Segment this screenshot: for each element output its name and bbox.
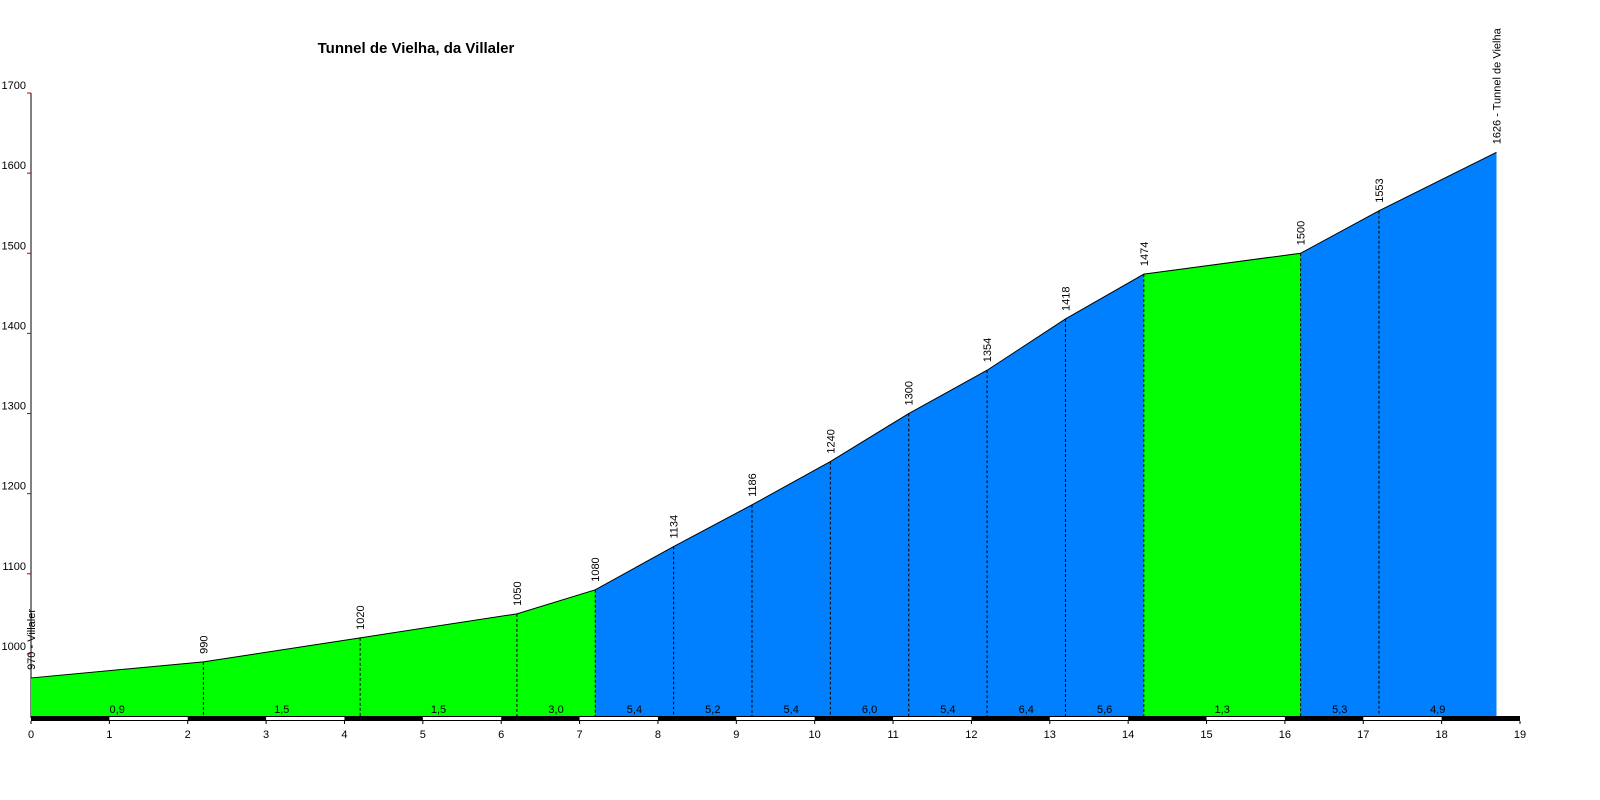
x-tick-label: 19 bbox=[1514, 729, 1526, 741]
elevation-label: 990 bbox=[198, 636, 210, 654]
y-tick-label: 1200 bbox=[2, 481, 26, 493]
segment bbox=[908, 370, 988, 718]
x-tick-label: 18 bbox=[1436, 729, 1448, 741]
x-tick-label: 4 bbox=[341, 729, 347, 741]
elevation-label: 1050 bbox=[512, 581, 524, 605]
segment bbox=[516, 589, 596, 718]
gradient-label: 4,9 bbox=[1430, 704, 1445, 716]
elevation-label: 1626 - Tunnel de Vielha bbox=[1491, 27, 1503, 144]
y-tick-label: 1700 bbox=[2, 80, 26, 92]
y-tick-label: 1000 bbox=[2, 641, 26, 653]
elevation-label: 1553 bbox=[1374, 178, 1386, 202]
x-tick-label: 2 bbox=[185, 729, 191, 741]
x-tick-label: 16 bbox=[1279, 729, 1291, 741]
x-tick-label: 0 bbox=[28, 729, 34, 741]
segment bbox=[751, 461, 831, 718]
segment bbox=[673, 504, 752, 718]
gradient-label: 5,4 bbox=[940, 704, 955, 716]
km-stripe bbox=[1363, 717, 1442, 720]
gradient-label: 3,0 bbox=[548, 704, 563, 716]
gradient-label: 0,9 bbox=[110, 704, 125, 716]
elevation-label: 1186 bbox=[747, 473, 759, 497]
y-tick-label: 1400 bbox=[2, 320, 26, 332]
gradient-label: 5,4 bbox=[627, 704, 642, 716]
x-tick-label: 8 bbox=[655, 729, 661, 741]
segment bbox=[595, 546, 674, 718]
x-tick-label: 15 bbox=[1200, 729, 1212, 741]
segment bbox=[31, 661, 204, 718]
x-tick-label: 17 bbox=[1357, 729, 1369, 741]
x-tick-label: 14 bbox=[1122, 729, 1134, 741]
km-stripe bbox=[736, 717, 815, 720]
x-tick-label: 11 bbox=[887, 729, 898, 741]
gradient-label: 1,5 bbox=[274, 704, 289, 716]
y-tick-label: 1600 bbox=[2, 160, 26, 172]
segment bbox=[987, 318, 1066, 718]
elevation-label: 1300 bbox=[904, 381, 916, 405]
x-tick-label: 5 bbox=[420, 729, 426, 741]
gradient-label: 1,5 bbox=[431, 704, 446, 716]
gradient-label: 5,6 bbox=[1097, 704, 1112, 716]
gradient-label: 6,4 bbox=[1019, 704, 1034, 716]
segment bbox=[203, 637, 361, 718]
elevation-label: 1080 bbox=[590, 557, 602, 581]
x-tick-label: 9 bbox=[733, 729, 739, 741]
gradient-label: 5,3 bbox=[1332, 704, 1347, 716]
x-tick-label: 7 bbox=[577, 729, 583, 741]
elevation-label: 1474 bbox=[1139, 242, 1151, 266]
x-tick-label: 3 bbox=[263, 729, 269, 741]
gradient-label: 1,3 bbox=[1215, 704, 1230, 716]
segment bbox=[830, 413, 909, 718]
km-stripe bbox=[579, 717, 658, 720]
elevation-label: 1354 bbox=[982, 338, 994, 362]
gradient-label: 5,4 bbox=[784, 704, 799, 716]
segment bbox=[360, 613, 517, 718]
x-tick-label: 6 bbox=[498, 729, 504, 741]
y-tick-label: 1100 bbox=[2, 561, 26, 573]
km-stripe bbox=[893, 717, 972, 720]
segment bbox=[1300, 210, 1379, 719]
elevation-label: 1500 bbox=[1296, 221, 1308, 245]
y-tick-label: 1500 bbox=[2, 240, 26, 252]
km-stripe bbox=[109, 717, 188, 720]
km-stripe bbox=[1206, 717, 1285, 720]
elevation-label: 1134 bbox=[669, 515, 681, 539]
km-stripe bbox=[422, 717, 502, 720]
chart-title: Tunnel de Vielha, da Villaler bbox=[318, 40, 515, 57]
x-tick-label: 12 bbox=[965, 729, 977, 741]
elevation-label: 1020 bbox=[355, 605, 367, 629]
gradient-label: 6,0 bbox=[862, 704, 877, 716]
x-tick-label: 10 bbox=[809, 729, 821, 741]
km-stripe bbox=[1049, 717, 1129, 720]
elevation-label: 970 - Villaler bbox=[26, 609, 38, 670]
segment bbox=[1378, 152, 1497, 719]
profile-line bbox=[30, 151, 1497, 679]
x-tick-label: 1 bbox=[106, 729, 112, 741]
y-tick-label: 1300 bbox=[2, 401, 26, 413]
x-tick-label: 13 bbox=[1044, 729, 1056, 741]
elevation-label: 1418 bbox=[1060, 286, 1072, 310]
gradient-label: 5,2 bbox=[705, 704, 720, 716]
elevation-label: 1240 bbox=[825, 429, 837, 453]
segment bbox=[1065, 274, 1144, 718]
segment bbox=[1143, 253, 1301, 718]
km-stripe bbox=[266, 717, 345, 720]
